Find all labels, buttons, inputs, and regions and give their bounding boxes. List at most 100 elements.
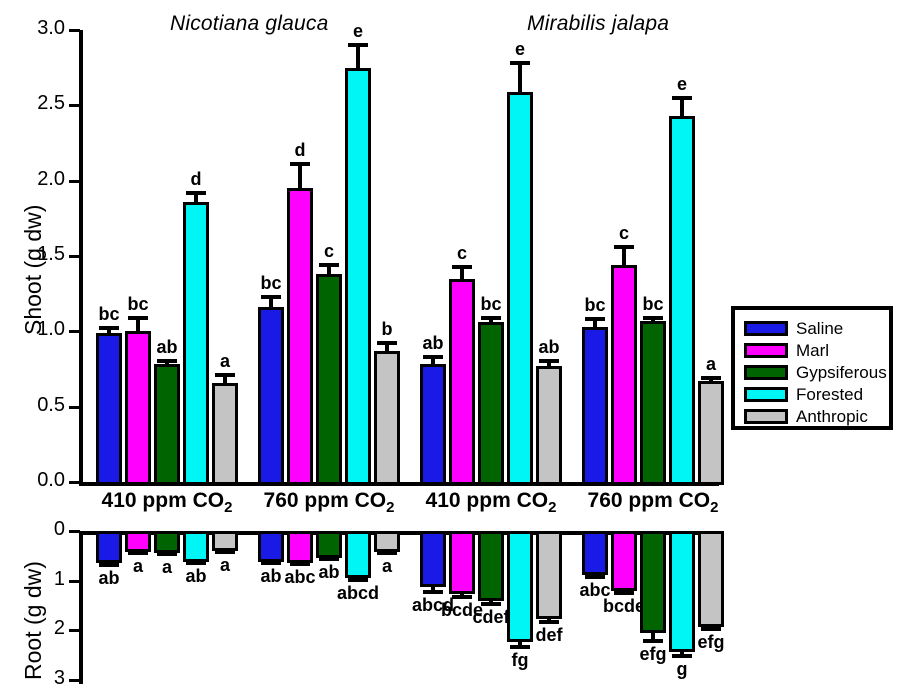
- error-bar-cap: [186, 190, 206, 195]
- legend-label: Saline: [796, 319, 844, 338]
- bar-root-g1-saline: [258, 531, 284, 562]
- root-y-tick-label: 1: [53, 567, 65, 590]
- significance-letter: bc: [584, 295, 606, 316]
- shoot-y-tick: [69, 179, 80, 183]
- shoot-y-tick-label: 2.0: [37, 167, 65, 190]
- error-bar-cap: [510, 645, 530, 650]
- error-bar-stem: [460, 266, 464, 281]
- significance-letter: ab: [185, 566, 207, 587]
- error-bar-cap: [157, 359, 177, 364]
- error-bar-cap: [157, 552, 177, 557]
- error-bar-stem: [194, 192, 198, 204]
- group-label-0: 410 ppm CO2: [82, 489, 252, 516]
- error-bar-stem: [709, 378, 713, 384]
- significance-letter: bc: [480, 293, 502, 314]
- significance-letter: fg: [511, 650, 529, 671]
- significance-letter: abc: [284, 567, 316, 588]
- bar-root-g1-anthropic: [374, 531, 400, 552]
- root-y-tick-label: 0: [53, 518, 65, 540]
- bar-root-g1-gypsiferous: [316, 531, 342, 559]
- shoot-y-tick-label: 2.5: [37, 92, 65, 115]
- error-bar-cap: [99, 562, 119, 567]
- bar-shoot-g2-forested: [507, 91, 533, 485]
- error-bar-cap: [672, 95, 692, 100]
- bar-shoot-g3-gypsiferous: [640, 320, 666, 485]
- error-bar-stem: [223, 375, 227, 385]
- significance-letter: bc: [260, 272, 282, 293]
- root-axis-label: Root (g dw): [20, 561, 46, 680]
- bar-root-g0-forested: [183, 531, 209, 562]
- error-bar-cap: [319, 263, 339, 268]
- root-y-tick-label: 2: [53, 617, 65, 640]
- bar-root-g3-saline: [582, 531, 608, 575]
- shoot-y-tick: [69, 405, 80, 409]
- bar-shoot-g2-gypsiferous: [478, 322, 504, 485]
- error-bar-stem: [593, 319, 597, 329]
- error-bar-stem: [385, 343, 389, 353]
- error-bar-cap: [261, 294, 281, 299]
- error-bar-stem: [327, 265, 331, 277]
- bar-root-g3-anthropic: [698, 531, 724, 627]
- significance-letter: abcd: [336, 583, 379, 604]
- error-bar-cap: [215, 373, 235, 378]
- error-bar-cap: [481, 601, 501, 606]
- error-bar-cap: [377, 341, 397, 346]
- significance-letter: bcde: [440, 600, 483, 621]
- legend-item-forested[interactable]: Forested: [744, 384, 889, 405]
- significance-letter: ab: [318, 562, 340, 583]
- legend-item-anthropic[interactable]: Anthropic: [744, 406, 889, 427]
- significance-letter: a: [219, 351, 230, 372]
- group-label-2: 410 ppm CO2: [406, 489, 576, 516]
- significance-letter: e: [676, 73, 687, 94]
- significance-letter: ab: [260, 566, 282, 587]
- shoot-y-tick-label: 0.0: [37, 469, 65, 491]
- bar-root-g0-gypsiferous: [154, 531, 180, 554]
- significance-letter: efg: [639, 643, 667, 664]
- error-bar-cap: [128, 315, 148, 320]
- shoot-y-tick-label: 1.5: [37, 243, 65, 265]
- error-bar-cap: [452, 595, 472, 600]
- error-bar-cap: [510, 61, 530, 66]
- significance-letter: a: [132, 555, 143, 576]
- shoot-y-tick-label: 3.0: [37, 17, 65, 39]
- error-bar-cap: [377, 550, 397, 555]
- bar-root-g3-gypsiferous: [640, 531, 666, 633]
- bar-shoot-g3-saline: [582, 326, 608, 485]
- error-bar-stem: [298, 164, 302, 191]
- bar-root-g0-marl: [125, 531, 151, 552]
- significance-letter: ab: [156, 337, 178, 358]
- error-bar-cap: [701, 626, 721, 631]
- group-label-1: 760 ppm CO2: [244, 489, 414, 516]
- shoot-y-tick: [69, 255, 80, 258]
- legend-label: Gypsiferous: [796, 363, 887, 382]
- significance-letter: bc: [642, 293, 664, 314]
- significance-letter: a: [161, 557, 172, 578]
- root-y-axis: [79, 531, 83, 684]
- significance-letter: c: [618, 222, 629, 243]
- legend-item-marl[interactable]: Marl: [744, 340, 889, 361]
- bar-shoot-g0-anthropic: [212, 382, 238, 485]
- legend-item-gypsiferous[interactable]: Gypsiferous: [744, 362, 889, 383]
- error-bar-stem: [356, 45, 360, 70]
- legend-label: Marl: [796, 341, 830, 360]
- bar-root-g2-gypsiferous: [478, 531, 504, 601]
- error-bar-cap: [585, 575, 605, 580]
- group-label-subscript: 2: [548, 499, 557, 517]
- error-bar-cap: [423, 589, 443, 594]
- error-bar-stem: [593, 572, 597, 578]
- group-label-subscript: 2: [710, 499, 719, 517]
- legend-swatch-anthropic: [744, 409, 788, 424]
- significance-letter: bc: [127, 293, 149, 314]
- error-bar-stem: [518, 63, 522, 94]
- legend-item-saline[interactable]: Saline: [744, 318, 889, 339]
- group-label-subscript: 2: [224, 499, 233, 517]
- shoot-y-tick: [69, 481, 80, 484]
- error-bar-cap: [481, 315, 501, 320]
- error-bar-cap: [643, 315, 663, 320]
- error-bar-cap: [348, 578, 368, 583]
- error-bar-stem: [431, 356, 435, 367]
- significance-letter: efg: [697, 631, 725, 652]
- group-label-subscript: 2: [386, 499, 395, 517]
- group-label-3: 760 ppm CO2: [568, 489, 738, 516]
- legend-label: Forested: [796, 385, 864, 404]
